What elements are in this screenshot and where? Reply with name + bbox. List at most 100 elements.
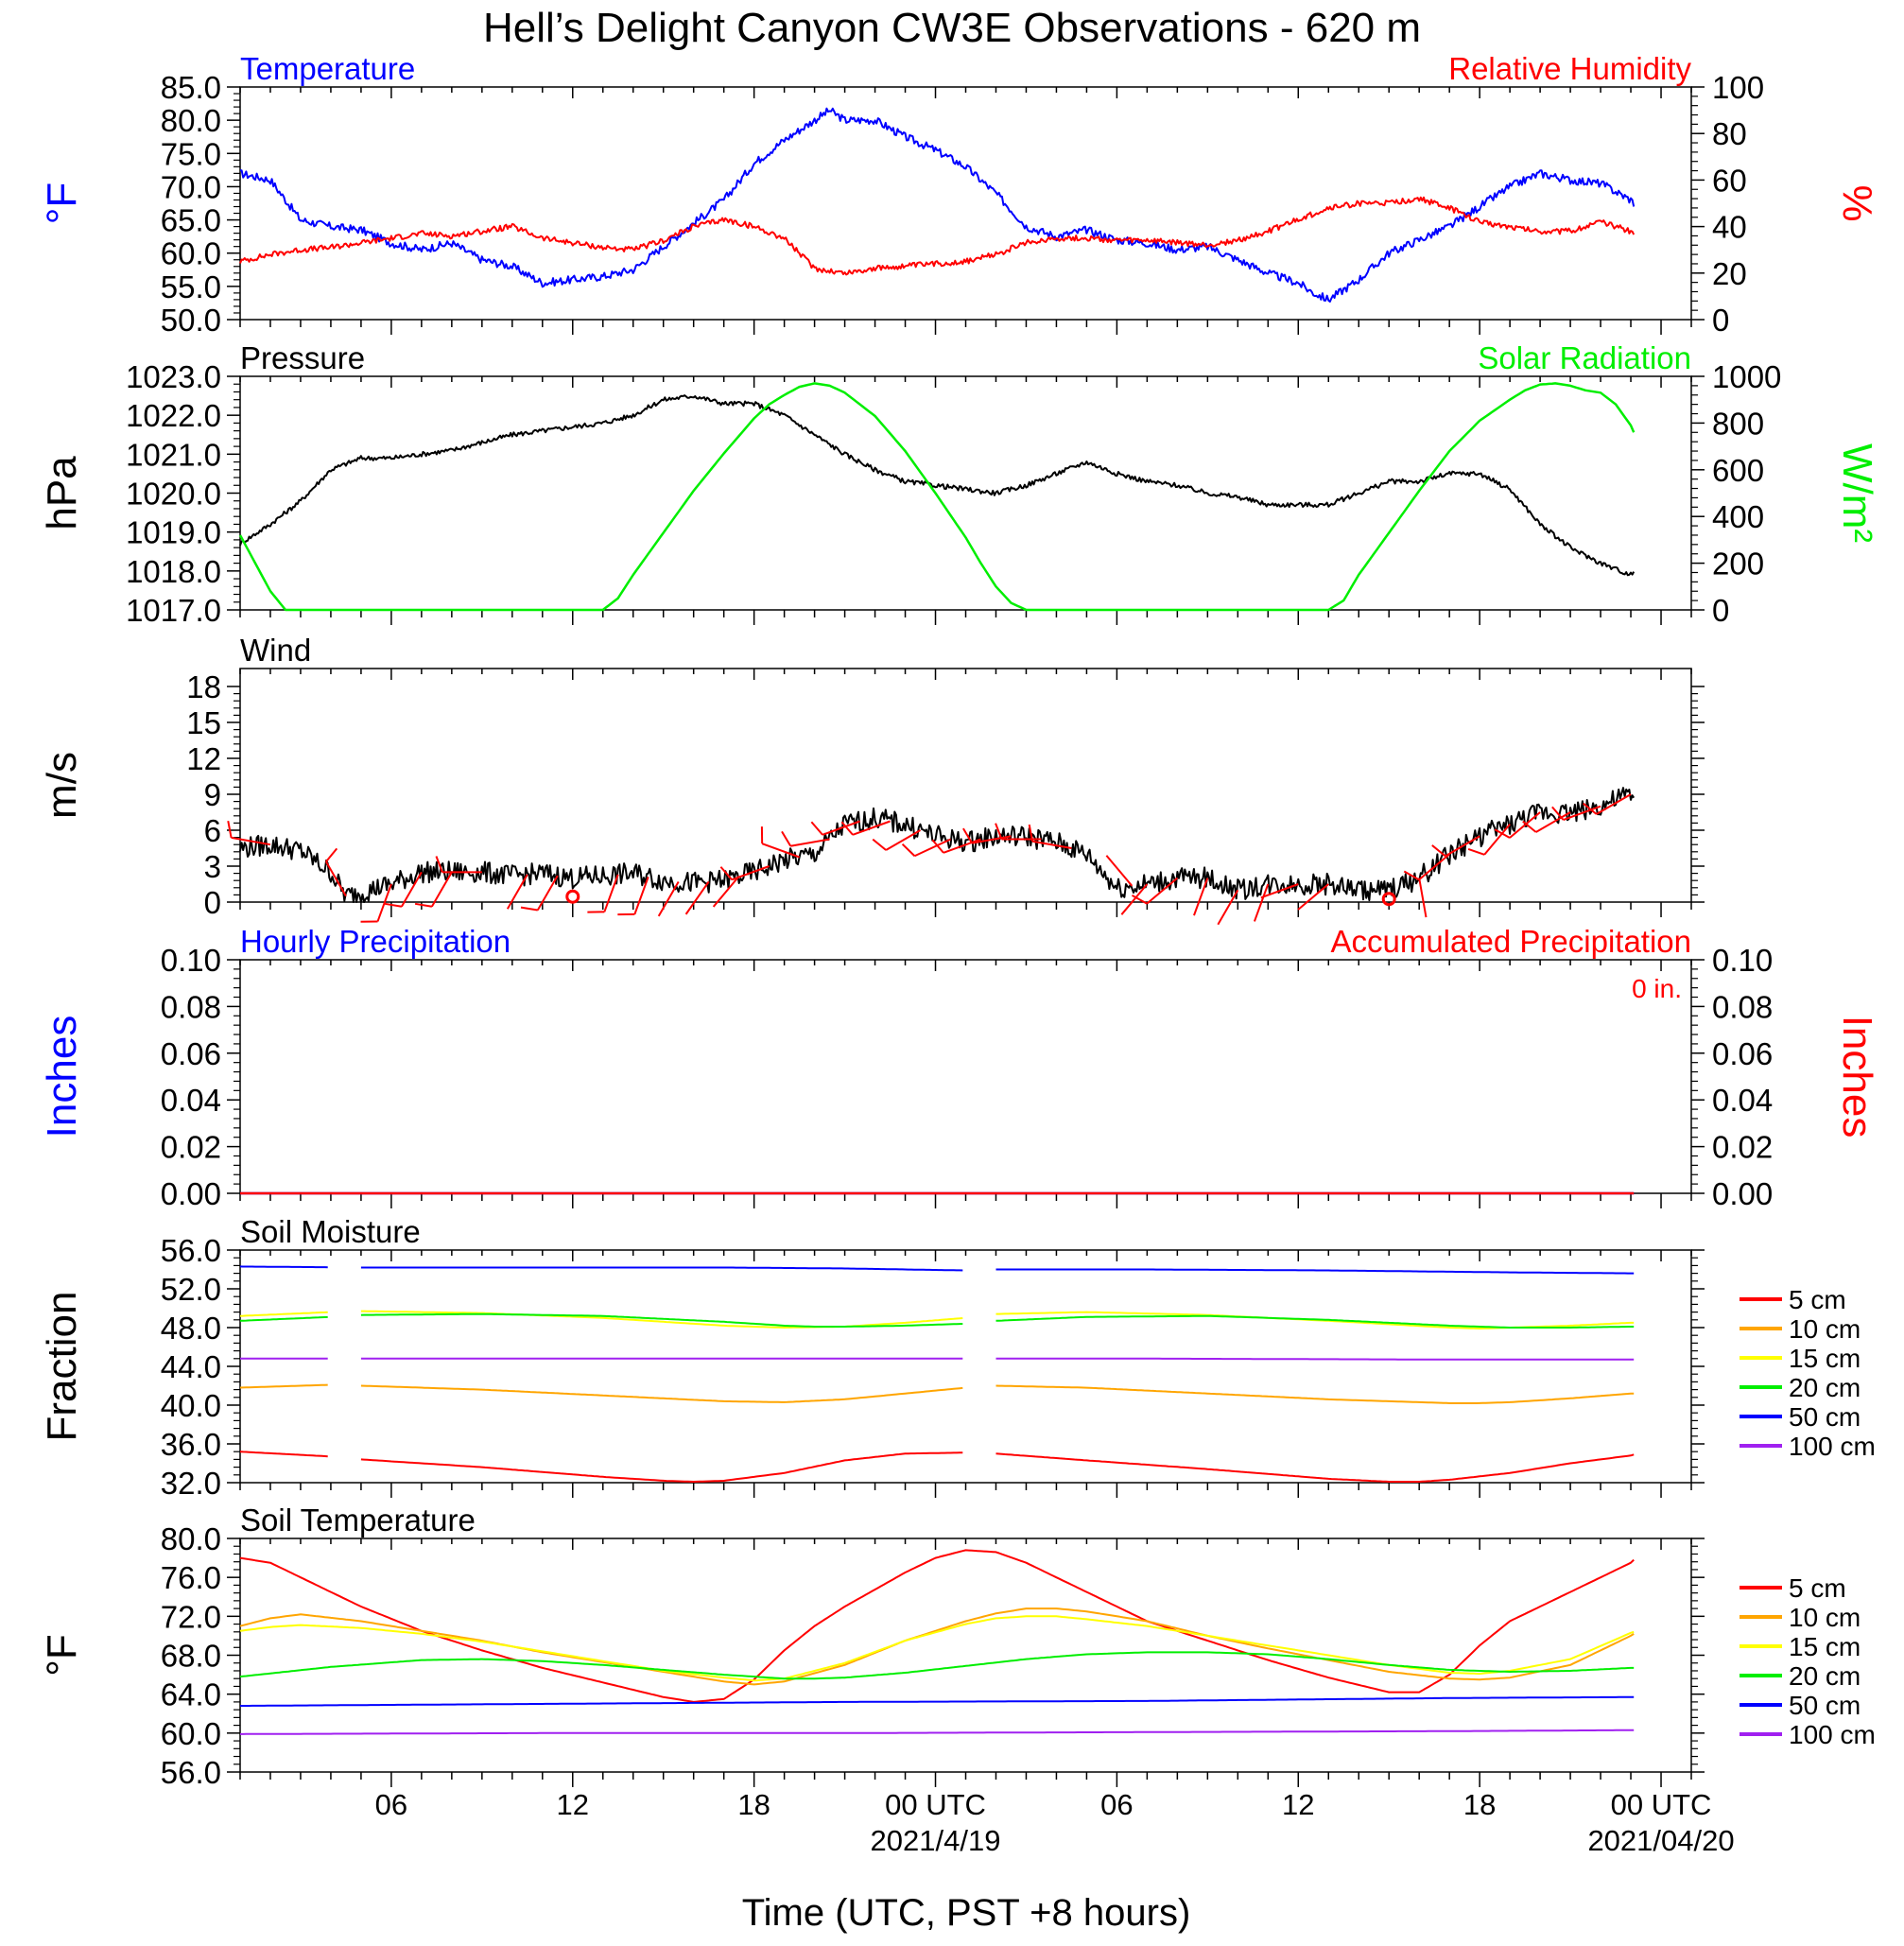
y-left-tick-label: 1023.0: [126, 359, 221, 394]
y-left-tick-label: 0.00: [161, 1176, 221, 1211]
y-left-tick-label: 0.04: [161, 1083, 221, 1118]
wind-barb: [1522, 811, 1571, 833]
x-tick-label: 18: [737, 1788, 770, 1821]
wind-barb-staff: [885, 829, 922, 851]
wind-barb-flag: [1551, 806, 1565, 821]
wind-barb-staff: [1509, 811, 1541, 839]
y-left-tick-label: 68.0: [161, 1639, 221, 1674]
wind-barb-flag: [1494, 828, 1511, 839]
series-line-50-cm: [240, 1695, 1635, 1707]
y-left-tick-label: 80.0: [161, 103, 221, 138]
y-left-tick-label: 36.0: [161, 1427, 221, 1462]
wind-barb-flag: [325, 847, 338, 862]
y-axis-label-left: °F: [39, 1634, 85, 1676]
y-axis-label-right: %: [1834, 184, 1880, 221]
wind-barb: [1260, 883, 1299, 899]
y-right-tick-label: 0: [1712, 303, 1729, 338]
wind-barb-flag: [719, 866, 733, 881]
wind-barb-staff: [1535, 811, 1571, 833]
wind-barb-staff: [1120, 883, 1149, 915]
y-left-tick-label: 52.0: [161, 1272, 221, 1307]
wind-barb: [657, 880, 680, 917]
wind-barb: [1028, 824, 1072, 849]
y-right-tick-label: 20: [1712, 256, 1747, 291]
wind-barb: [781, 830, 830, 847]
y-left-tick-label: 0.10: [161, 943, 221, 978]
series-line-5-cm: [239, 1549, 1635, 1703]
wind-barb: [684, 880, 710, 915]
wind-barb: [962, 827, 1012, 844]
wind-barb-flag: [931, 839, 944, 854]
wind-barb: [1297, 883, 1329, 911]
wind-barb-staff: [684, 880, 710, 915]
wind-barb-staff: [430, 871, 453, 908]
y-axis-label-right: W/m²: [1834, 443, 1880, 543]
legend-label: 100 cm: [1789, 1432, 1876, 1461]
wind-barb: [1217, 889, 1239, 926]
wind-barb: [360, 883, 392, 923]
y-left-tick-label: 64.0: [161, 1677, 221, 1712]
wind-barb-staff: [712, 876, 740, 908]
y-axis-label-left: hPa: [39, 456, 85, 530]
x-tick-label: 00 UTC: [885, 1788, 986, 1821]
y-left-tick-label: 1018.0: [126, 554, 221, 589]
y-axis-label-right: Inches: [1834, 1016, 1880, 1138]
panel-soilt: 56.0 60.0 64.068.0 72.0 76.0 80.0 Soil Tempera…: [39, 1503, 1876, 1790]
series-line-pressure: [239, 394, 1636, 577]
wind-barb: [901, 838, 951, 858]
y-right-tick-label: 100: [1712, 70, 1764, 105]
y-left-tick-label: 0.08: [161, 989, 221, 1024]
panel-title-left: Wind: [240, 633, 311, 668]
panel-title-left: Soil Temperature: [240, 1503, 476, 1538]
x-tick-label: 00 UTC: [1611, 1788, 1712, 1821]
y-right-tick-label: 0.06: [1712, 1036, 1773, 1071]
wind-barb-staff: [1483, 824, 1511, 856]
wind-barb: [227, 821, 271, 846]
y-left-tick-label: 76.0: [161, 1560, 221, 1595]
wind-barb: [384, 871, 423, 908]
y-right-tick-label: 40: [1712, 210, 1747, 245]
y-left-tick-label: 72.0: [161, 1599, 221, 1634]
series-line-temperature: [239, 107, 1636, 303]
y-left-tick-label: 0: [204, 885, 221, 920]
wind-barb: [520, 875, 559, 912]
wind-barb: [617, 877, 649, 916]
wind-barb: [1253, 883, 1270, 922]
plot-frame: [239, 959, 1692, 1194]
wind-barb-staff: [1260, 883, 1299, 899]
wind-barb: [872, 829, 922, 851]
y-axis-label-left: Inches: [39, 1016, 85, 1138]
panel-precip: 0.00 0.02 0.04 0.06 0.08 0.10 0.00 0.02 0.04 0.06…: [39, 924, 1880, 1211]
wind-barb-flag: [1028, 824, 1034, 842]
x-tick-label: 06: [375, 1788, 407, 1821]
y-left-tick-label: 12: [186, 741, 221, 776]
wind-barb: [1583, 793, 1632, 815]
y-left-tick-label: 70.0: [161, 169, 221, 204]
wind-barb: [506, 874, 528, 910]
x-date-label: 2021/4/19: [871, 1824, 1001, 1857]
panel-title-right: Accumulated Precipitation: [1330, 924, 1691, 959]
y-left-tick-label: 65.0: [161, 203, 221, 238]
wind-barb: [1105, 855, 1134, 887]
wind-barb-staff: [1105, 855, 1134, 887]
wind-barb-staff: [1031, 840, 1072, 849]
wind-barb-flag: [872, 838, 887, 851]
y-right-tick-label: 0.02: [1712, 1130, 1773, 1165]
wind-barb-staff: [603, 874, 619, 912]
wind-barb-flag: [227, 821, 233, 839]
plot-frame: [239, 1249, 1692, 1484]
legend-label: 10 cm: [1789, 1603, 1861, 1632]
y-left-tick-label: 3: [204, 849, 221, 884]
wind-barb: [995, 823, 1042, 841]
series-line-50-cm: [239, 1265, 1635, 1275]
y-left-tick-label: 75.0: [161, 136, 221, 171]
series-line-wind-speed: [239, 787, 1636, 903]
y-right-tick-label: 60: [1712, 163, 1747, 198]
series-line-100-cm: [240, 1729, 1635, 1735]
wind-barb-staff: [657, 880, 680, 917]
wind-barb-staff: [633, 877, 649, 915]
wind-barb: [1131, 877, 1178, 905]
